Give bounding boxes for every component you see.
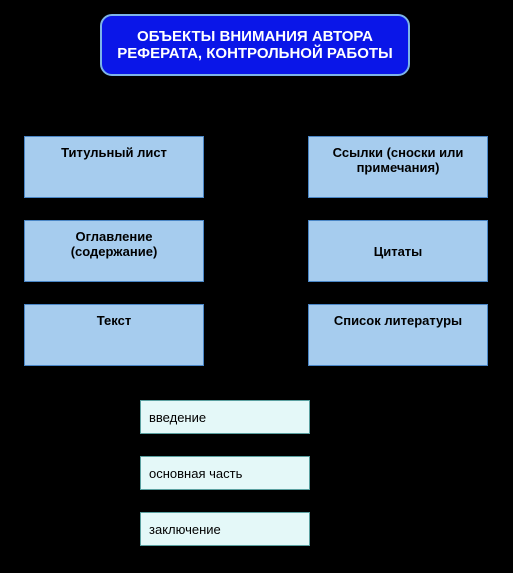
node-left-0: Титульный лист <box>24 136 204 198</box>
diagram-title: ОБЪЕКТЫ ВНИМАНИЯ АВТОРА РЕФЕРАТА, КОНТРО… <box>100 14 410 76</box>
node-label: Ссылки (сноски или примечания) <box>315 145 481 175</box>
node-label: Список литературы <box>334 313 462 328</box>
sub-node-1: основная часть <box>140 456 310 490</box>
node-left-1: Оглавление (содержание) <box>24 220 204 282</box>
node-left-2: Текст <box>24 304 204 366</box>
sub-node-label: введение <box>149 410 206 425</box>
node-label: Титульный лист <box>61 145 167 160</box>
node-label: Текст <box>97 313 131 328</box>
node-label: Цитаты <box>374 244 423 259</box>
node-right-0: Ссылки (сноски или примечания) <box>308 136 488 198</box>
sub-node-label: заключение <box>149 522 221 537</box>
sub-node-2: заключение <box>140 512 310 546</box>
sub-node-label: основная часть <box>149 466 242 481</box>
node-right-1: Цитаты <box>308 220 488 282</box>
sub-node-0: введение <box>140 400 310 434</box>
node-right-2: Список литературы <box>308 304 488 366</box>
node-label: Оглавление (содержание) <box>31 229 197 259</box>
diagram-title-text: ОБЪЕКТЫ ВНИМАНИЯ АВТОРА РЕФЕРАТА, КОНТРО… <box>112 28 398 62</box>
